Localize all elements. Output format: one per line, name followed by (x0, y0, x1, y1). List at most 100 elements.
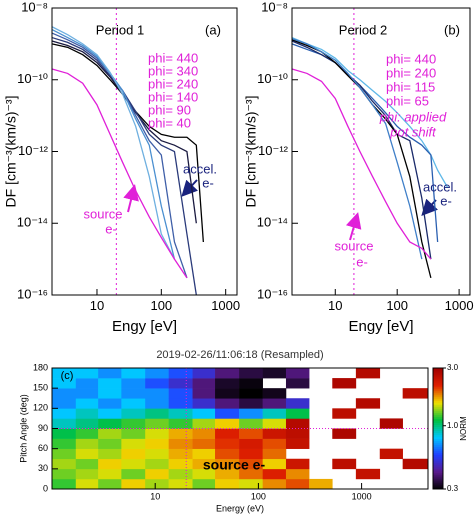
colorbar-step (433, 402, 443, 405)
heat-cell (75, 388, 99, 399)
heat-cell (145, 448, 169, 460)
chart-title: 2019-02-26/11:06:18 (Resampled) (156, 349, 323, 361)
heat-cell (52, 378, 77, 389)
annotation: (b) (444, 22, 460, 37)
heat-cell (98, 468, 122, 480)
y-tick-label: 10⁻¹⁴ (257, 215, 288, 230)
heat-cell (285, 398, 310, 409)
y-tick-label: 10⁻⁸ (261, 0, 288, 14)
heat-cell (239, 428, 263, 439)
colorbar-step (433, 448, 443, 452)
y-tick-label: 10⁻¹² (258, 143, 289, 158)
heat-cell (98, 428, 122, 439)
heat-cell (168, 398, 193, 409)
annotation: phi= 140 (148, 89, 198, 104)
heat-cell (192, 468, 216, 480)
annotation: pot shift (389, 124, 437, 139)
heat-cell (121, 398, 146, 409)
heat-cell (168, 458, 193, 470)
heat-cell (52, 388, 77, 399)
annotation: phi= 90 (148, 102, 191, 117)
heat-cell (98, 438, 122, 449)
y-tick-label: 10⁻¹⁴ (17, 215, 48, 230)
colorbar-step (433, 378, 443, 381)
y-tick-label: 120 (33, 403, 48, 413)
heat-cell (285, 438, 310, 449)
heat-cell (75, 398, 99, 409)
heat-cell (239, 448, 263, 460)
heat-cell (262, 428, 287, 439)
x-axis-label: Engy [eV] (348, 318, 413, 335)
annotation: phi: applied (379, 109, 447, 124)
heat-cell (75, 468, 99, 480)
heat-cell (285, 478, 310, 490)
colorbar-step (433, 376, 443, 379)
heat-cell (168, 438, 193, 449)
colorbar-step (433, 452, 443, 456)
heat-cell (239, 458, 263, 470)
heat-cell (168, 468, 193, 480)
heat-cell (52, 438, 77, 449)
colorbar-step (433, 470, 443, 474)
colorbar-step (433, 466, 443, 470)
colorbar-step (433, 422, 443, 425)
heat-cell (121, 388, 146, 399)
annotation: source (83, 206, 122, 221)
colorbar-step (433, 408, 443, 411)
y-tick-label: 10⁻¹⁰ (17, 71, 48, 86)
heat-cell (52, 458, 77, 470)
heat-cell (145, 398, 169, 409)
colorbar-tick-label: 3.0 (447, 363, 459, 372)
heat-cell (239, 478, 263, 490)
heat-cell (121, 428, 146, 439)
annotation: phi= 240 (386, 65, 436, 80)
annotation: phi= 65 (386, 93, 429, 108)
heat-cell (262, 468, 287, 480)
heat-cell (98, 398, 122, 409)
heat-cell (145, 368, 169, 379)
data-line (51, 68, 188, 279)
annotation: accel. (183, 161, 217, 176)
heat-cell (121, 458, 146, 470)
heat-cell (355, 398, 381, 409)
heat-cell (215, 418, 240, 429)
x-tick-label: 100 (386, 298, 408, 313)
heat-cell (52, 398, 77, 409)
colorbar-step (433, 404, 443, 407)
heat-cell (239, 378, 263, 389)
colorbar-step (433, 418, 443, 421)
heat-cell (262, 408, 287, 419)
annotation: e- (105, 221, 117, 236)
heat-cell (285, 428, 310, 439)
heat-cell (75, 438, 99, 449)
heat-cell (215, 448, 240, 460)
annotation: phi= 40 (148, 115, 191, 130)
heat-cell (309, 478, 333, 490)
y-tick-label: 60 (38, 443, 48, 453)
annotation: Period 2 (339, 22, 387, 37)
heat-cell (121, 468, 146, 480)
colorbar-step (433, 396, 443, 399)
plot-frame (51, 7, 238, 296)
heat-cell (215, 468, 240, 480)
plot-frame (51, 367, 429, 490)
annotation: phi= 115 (386, 79, 435, 94)
colorbar-step (433, 464, 443, 468)
annotation: Period 1 (96, 22, 144, 37)
colorbar-step (433, 374, 443, 377)
y-tick-label: 10⁻¹⁰ (257, 71, 288, 86)
colorbar-step (433, 486, 443, 490)
heat-cell (215, 398, 240, 409)
colorbar-step (433, 454, 443, 458)
x-tick-label: 100 (251, 491, 266, 501)
heat-cell (239, 398, 263, 409)
y-tick-label: 10⁻¹⁶ (17, 286, 48, 301)
annotation: phi= 240 (148, 76, 198, 91)
colorbar-step (433, 390, 443, 393)
colorbar-step (433, 398, 443, 401)
heat-cell (239, 418, 263, 429)
heat-cell (98, 478, 122, 490)
heat-cell (285, 378, 310, 389)
heat-cell (262, 388, 287, 399)
